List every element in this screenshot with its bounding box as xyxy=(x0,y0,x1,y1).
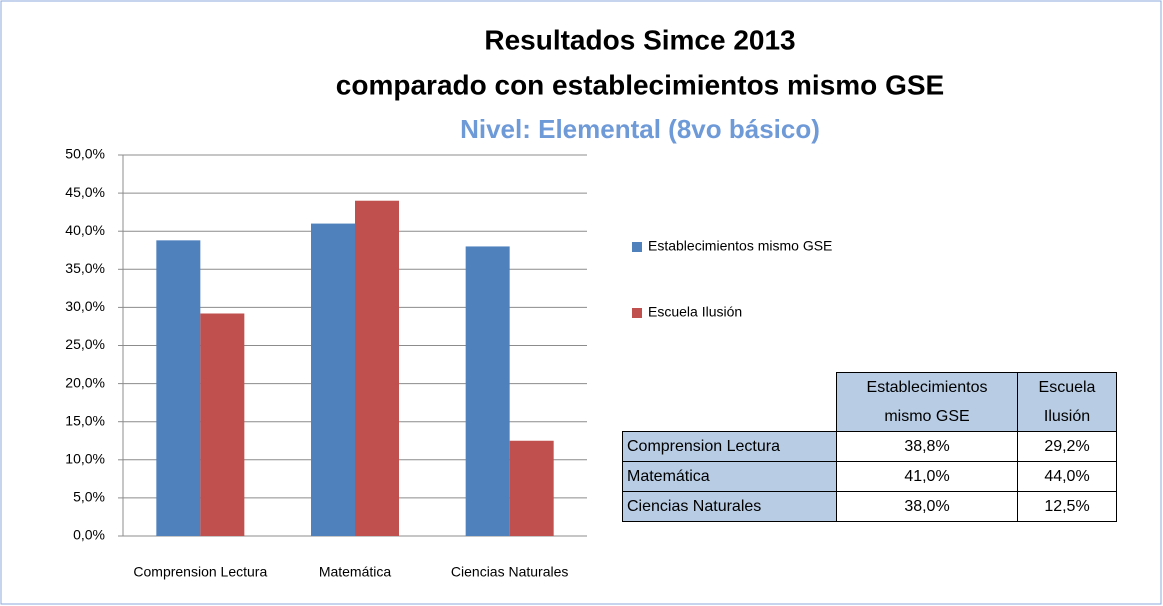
table-cell: 44,0% xyxy=(1017,461,1117,492)
y-tick-label: 40,0% xyxy=(65,222,105,238)
table-cell: 29,2% xyxy=(1017,431,1117,462)
bar xyxy=(156,240,201,536)
bar xyxy=(355,200,399,536)
table-cell xyxy=(623,373,837,432)
legend-swatch xyxy=(632,242,642,252)
y-tick-label: 15,0% xyxy=(65,412,105,428)
chart-title: Resultados Simce 2013 xyxy=(484,24,795,55)
data-table: Establecimientos mismo GSE Escuela Ilusió… xyxy=(622,372,1117,522)
table-row: Ciencias Naturales 38,0% 12,5% xyxy=(622,491,1117,522)
y-tick-label: 10,0% xyxy=(65,451,105,467)
y-tick-label: 5,0% xyxy=(73,489,105,505)
table-cell: Escuela Ilusión xyxy=(1017,372,1117,432)
table-row: Comprension Lectura 38,8% 29,2% xyxy=(622,431,1117,462)
table-row: Matemática 41,0% 44,0% xyxy=(622,461,1117,492)
x-tick-label: Matemática xyxy=(319,564,392,580)
table-cell: 12,5% xyxy=(1017,491,1117,522)
table-row: Establecimientos mismo GSE Escuela Ilusió… xyxy=(623,372,1117,432)
legend-swatch xyxy=(632,308,642,318)
bar xyxy=(509,440,554,536)
table-cell: 41,0% xyxy=(836,461,1018,492)
x-tick-label: Comprension Lectura xyxy=(133,564,267,580)
table-cell: Comprension Lectura xyxy=(622,431,837,462)
y-tick-label: 45,0% xyxy=(65,184,105,200)
y-tick-label: 25,0% xyxy=(65,336,105,352)
table-cell: 38,8% xyxy=(836,431,1018,462)
y-tick-label: 30,0% xyxy=(65,298,105,314)
legend-label: Establecimientos mismo GSE xyxy=(648,238,832,254)
chart-subtitle: Nivel: Elemental (8vo básico) xyxy=(460,114,820,144)
bar xyxy=(465,246,510,536)
table-cell: Establecimientos mismo GSE xyxy=(836,372,1018,432)
legend-label: Escuela Ilusión xyxy=(648,304,742,320)
table-cell: 38,0% xyxy=(836,491,1018,522)
table-cell: Ciencias Naturales xyxy=(622,491,837,522)
y-tick-label: 50,0% xyxy=(65,146,105,162)
y-tick-label: 0,0% xyxy=(73,527,105,543)
y-tick-label: 20,0% xyxy=(65,374,105,390)
y-tick-label: 35,0% xyxy=(65,260,105,276)
x-tick-label: Ciencias Naturales xyxy=(451,564,569,580)
chart-title-2: comparado con establecimientos mismo GSE xyxy=(336,69,944,100)
table-cell: Matemática xyxy=(622,461,837,492)
bar xyxy=(311,223,355,536)
bar xyxy=(200,313,245,536)
